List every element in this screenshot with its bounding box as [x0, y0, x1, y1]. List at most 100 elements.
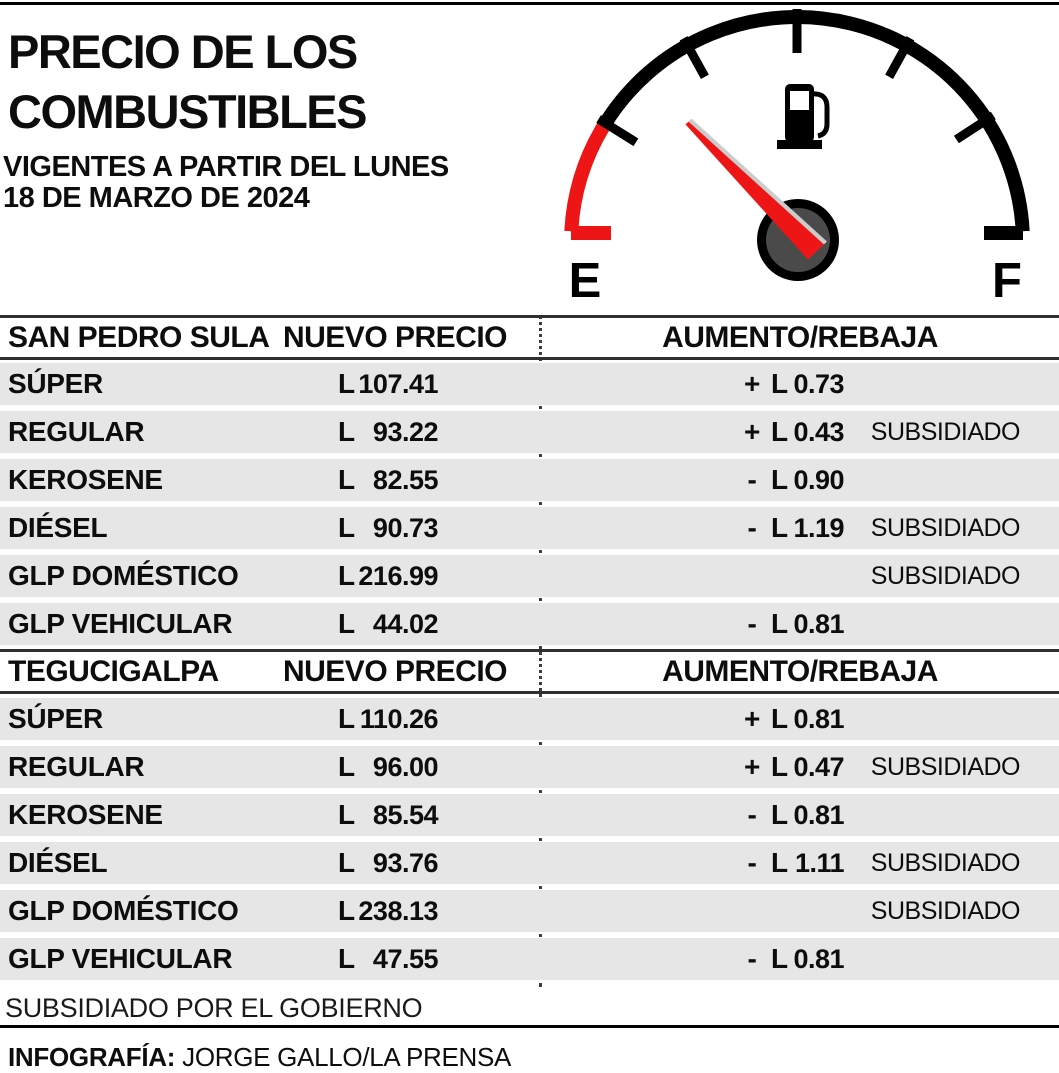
price-value: 96.00: [372, 752, 439, 782]
gauge-needle: [685, 121, 824, 260]
change-value: 0.81: [793, 944, 844, 974]
change-sign: -: [747, 512, 757, 543]
change-currency-symbol: L: [771, 464, 788, 495]
change-currency-symbol: L: [771, 751, 788, 782]
price-value: 82.55: [372, 465, 439, 495]
price-value: 110.26: [359, 704, 439, 734]
change-currency-symbol: L: [771, 943, 788, 974]
change-value: 0.81: [793, 609, 844, 639]
fuel-name: REGULAR: [8, 751, 145, 782]
change-sign: -: [747, 847, 757, 878]
currency-symbol: L: [338, 751, 355, 782]
fuel-name: GLP VEHICULAR: [8, 608, 233, 639]
change-currency-symbol: L: [771, 512, 788, 543]
gauge-full-label: F: [992, 254, 1022, 308]
section-divider: [0, 649, 1059, 652]
gauge-empty-label: E: [569, 254, 602, 308]
fuel-name: DIÉSEL: [8, 512, 108, 543]
fuel-name: KEROSENE: [8, 799, 163, 830]
change-value: 0.90: [793, 465, 844, 495]
change-value: 1.11: [794, 848, 845, 878]
gauge-arc-black: [597, 10, 1030, 232]
gauge-tick: [885, 36, 915, 79]
price-value: 238.13: [358, 896, 438, 926]
change-sign: +: [743, 368, 761, 399]
table-row: REGULAR L 96.00 + L 0.47 SUBSIDIADO: [0, 746, 1059, 788]
subsidized-badge: SUBSIDIADO: [870, 849, 1021, 877]
table-row: DIÉSEL L 93.76- L 1.11 SUBSIDIADO: [0, 842, 1059, 884]
change-currency-symbol: L: [771, 608, 788, 639]
change-currency-symbol: L: [771, 847, 788, 878]
change-sign: -: [747, 608, 757, 639]
subsidized-badge: SUBSIDIADO: [870, 418, 1021, 446]
change-sign: +: [743, 751, 761, 782]
page-title: PRECIO DE LOS COMBUSTIBLES: [8, 22, 368, 142]
table-header-tegucigalpa: TEGUCIGALPA NUEVO PRECIO AUMENTO/REBAJA: [0, 652, 1059, 691]
fuel-gauge-illustration: E F: [564, 9, 1030, 308]
table-row: KEROSENE L 85.54- L 0.81: [0, 794, 1059, 836]
subsidized-badge: SUBSIDIADO: [870, 514, 1021, 542]
change-currency-symbol: L: [771, 368, 788, 399]
currency-symbol: L: [338, 464, 355, 495]
city-header: SAN PEDRO SULA: [8, 321, 270, 354]
fuel-name: GLP DOMÉSTICO: [8, 895, 239, 926]
price-value: 47.55: [372, 944, 439, 974]
table-row: GLP DOMÉSTICO L 238.13 SUBSIDIADO: [0, 890, 1059, 932]
currency-symbol: L: [338, 847, 355, 878]
price-value: 93.76: [372, 848, 439, 878]
credit-line: INFOGRAFÍA: JORGE GALLO/LA PRENSA: [8, 1042, 511, 1072]
change-column-header: AUMENTO/REBAJA: [662, 321, 938, 354]
price-value: 216.99: [358, 561, 438, 591]
gauge-tick: [953, 111, 996, 144]
subsidized-badge: SUBSIDIADO: [870, 753, 1021, 781]
table-header-san-pedro-sula: SAN PEDRO SULA NUEVO PRECIO AUMENTO/REBA…: [0, 318, 1059, 357]
price-value: 85.54: [372, 800, 439, 830]
currency-symbol: L: [338, 895, 355, 926]
fuel-name: GLP DOMÉSTICO: [8, 560, 239, 591]
fuel-name: REGULAR: [8, 416, 145, 447]
section-divider: [0, 315, 1059, 318]
change-sign: +: [743, 703, 761, 734]
table-row: KEROSENE L 82.55- L 0.90: [0, 459, 1059, 501]
price-value: 107.41: [358, 369, 438, 399]
fuel-name: KEROSENE: [8, 464, 163, 495]
currency-symbol: L: [338, 560, 355, 591]
table-row: REGULAR L 93.22 + L 0.43 SUBSIDIADO: [0, 411, 1059, 453]
change-value: 0.47: [793, 752, 844, 782]
city-header: TEGUCIGALPA: [8, 655, 219, 688]
subsidized-badge: SUBSIDIADO: [870, 562, 1021, 590]
table-row: GLP VEHICULAR L 47.55- L 0.81: [0, 938, 1059, 980]
change-column-header: AUMENTO/REBAJA: [662, 655, 938, 688]
currency-symbol: L: [338, 512, 355, 543]
title-line2: COMBUSTIBLES: [8, 85, 368, 138]
currency-symbol: L: [338, 703, 355, 734]
change-currency-symbol: L: [771, 416, 788, 447]
table-row: DIÉSEL L 90.73- L 1.19 SUBSIDIADO: [0, 507, 1059, 549]
change-value: 0.43: [793, 417, 844, 447]
gauge-tick: [596, 115, 639, 147]
credit-text: JORGE GALLO/LA PRENSA: [182, 1042, 512, 1072]
price-column-header: NUEVO PRECIO: [282, 321, 508, 354]
currency-symbol: L: [338, 368, 355, 399]
change-sign: -: [747, 943, 757, 974]
gauge-tick: [679, 36, 709, 79]
change-sign: +: [743, 416, 761, 447]
subtitle-line2: 18 DE MARZO DE 2024: [3, 182, 310, 214]
currency-symbol: L: [338, 608, 355, 639]
currency-symbol: L: [338, 416, 355, 447]
fuel-name: SÚPER: [8, 368, 103, 399]
price-value: 90.73: [372, 513, 439, 543]
change-value: 0.81: [793, 800, 844, 830]
gauge-arc-red: [564, 122, 610, 232]
currency-symbol: L: [338, 799, 355, 830]
title-line1: PRECIO DE LOS: [8, 25, 358, 78]
fuel-pump-icon: [777, 84, 830, 149]
change-value: 0.81: [793, 704, 844, 734]
price-column-header: NUEVO PRECIO: [282, 655, 508, 688]
change-currency-symbol: L: [771, 799, 788, 830]
table-row: GLP VEHICULAR L 44.02- L 0.81: [0, 603, 1059, 645]
change-value: 1.19: [793, 513, 844, 543]
change-sign: -: [747, 464, 757, 495]
fuel-name: DIÉSEL: [8, 847, 108, 878]
